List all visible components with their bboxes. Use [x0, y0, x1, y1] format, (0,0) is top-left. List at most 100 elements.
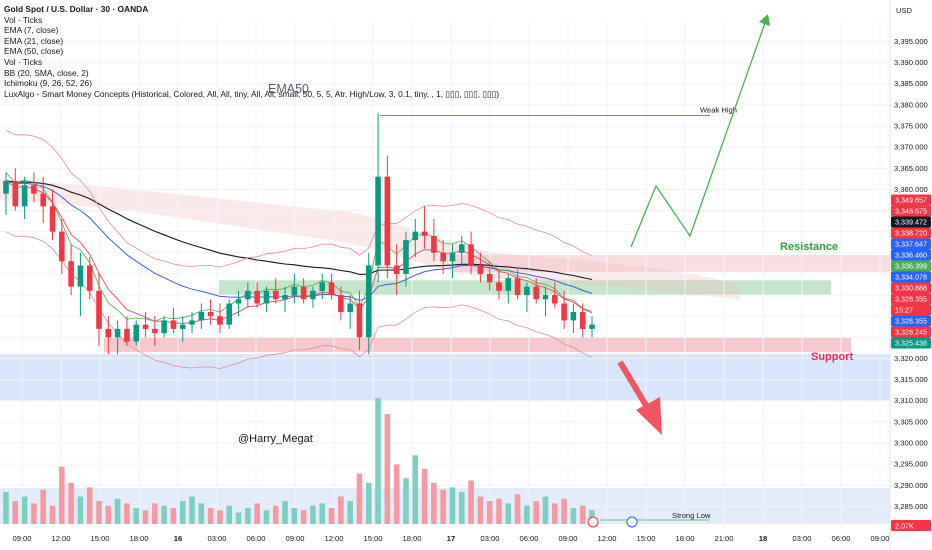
candle[interactable] — [310, 286, 316, 308]
price-badge[interactable]: 3,328.245 — [891, 326, 931, 338]
candle[interactable] — [189, 311, 195, 334]
candle[interactable] — [59, 218, 65, 274]
candle[interactable] — [514, 269, 521, 300]
candle[interactable] — [589, 316, 595, 338]
candle[interactable] — [477, 252, 484, 283]
candle[interactable] — [226, 299, 233, 329]
price-badge[interactable]: 3,336.399 — [891, 260, 931, 272]
price-badge[interactable]: 3,334.078 — [891, 271, 931, 283]
price-badge[interactable]: 3,328.355 — [891, 315, 931, 327]
candle[interactable] — [235, 290, 242, 317]
candle[interactable] — [86, 257, 93, 300]
candle[interactable] — [365, 252, 372, 355]
candle[interactable] — [21, 176, 28, 219]
candle[interactable] — [161, 316, 167, 338]
candle[interactable] — [263, 286, 270, 312]
indicator-vol-2[interactable]: Vol · Ticks — [4, 56, 43, 67]
candle[interactable] — [440, 240, 446, 274]
candle[interactable] — [96, 273, 102, 346]
candle[interactable] — [449, 244, 456, 279]
candle[interactable] — [3, 172, 9, 215]
indicator-ema7[interactable]: EMA (7, close) — [4, 25, 59, 36]
indicator-vol[interactable]: Vol · Ticks — [4, 14, 43, 25]
candle[interactable] — [384, 155, 391, 279]
candle[interactable] — [403, 231, 409, 287]
price-badge[interactable]: 3,328.355 — [891, 293, 931, 305]
candle[interactable] — [142, 311, 149, 338]
candle[interactable] — [68, 244, 74, 296]
candle[interactable] — [49, 189, 56, 241]
candle[interactable] — [105, 316, 112, 355]
indicator-luxalgo[interactable]: LuxAlgo - Smart Money Concepts (Historic… — [4, 88, 499, 99]
indicator-ema21[interactable]: EMA (21, close) — [4, 35, 64, 46]
indicator-ema50[interactable]: EMA (50, close) — [4, 46, 64, 57]
candle[interactable] — [486, 261, 493, 291]
price-badge[interactable]: 3,337.647 — [891, 238, 931, 250]
candle[interactable] — [77, 252, 84, 317]
candle[interactable] — [198, 303, 205, 329]
candle[interactable] — [338, 286, 344, 321]
price-badge[interactable]: 3,348.675 — [891, 205, 931, 217]
candle[interactable] — [133, 320, 140, 346]
candle[interactable] — [356, 290, 363, 351]
time-tick-label: 17 — [447, 534, 455, 543]
candle[interactable] — [496, 269, 502, 300]
candle[interactable] — [217, 303, 223, 334]
candle[interactable] — [170, 307, 177, 334]
candle[interactable] — [291, 273, 298, 304]
candle[interactable] — [31, 172, 37, 203]
time-tick-label: 16 — [174, 534, 182, 543]
candle[interactable] — [124, 316, 130, 346]
candle[interactable] — [533, 278, 539, 304]
candle[interactable] — [524, 282, 530, 312]
indicator-bb[interactable]: BB (20, SMA, close, 2) — [4, 67, 89, 78]
candle[interactable] — [40, 176, 46, 224]
price-tick-label: 3,320.000 — [894, 354, 928, 363]
candle[interactable] — [254, 282, 260, 308]
volume-bar — [207, 507, 214, 524]
candle[interactable] — [561, 290, 567, 329]
indicator-ichimoku[interactable]: Ichimoku (9, 26, 52, 26) — [4, 78, 92, 89]
price-badge[interactable]: 15:27 — [891, 304, 931, 316]
candle[interactable] — [431, 218, 437, 262]
time-tick-label: 12:00 — [324, 534, 343, 543]
price-badge[interactable]: 3,330.888 — [891, 282, 931, 294]
candle[interactable] — [505, 273, 512, 304]
price-badge[interactable]: 3,339.472 — [891, 216, 931, 228]
candle[interactable] — [347, 295, 353, 329]
candle[interactable] — [12, 168, 19, 211]
candle[interactable] — [542, 286, 549, 317]
candle[interactable] — [319, 273, 326, 300]
candle[interactable] — [300, 278, 307, 304]
candle[interactable] — [114, 320, 121, 355]
candle[interactable] — [207, 299, 214, 325]
candle[interactable] — [179, 316, 186, 342]
us-flag-event-icon[interactable] — [626, 516, 638, 528]
price-badge[interactable]: 3,338.720 — [891, 227, 931, 239]
candle[interactable] — [421, 206, 428, 249]
price-tick-label: 3,295.000 — [894, 460, 928, 469]
candle[interactable] — [570, 303, 577, 334]
price-badge[interactable]: 3,336.460 — [891, 249, 931, 261]
candle[interactable] — [579, 303, 586, 338]
candle[interactable] — [328, 273, 335, 300]
candle[interactable] — [393, 244, 400, 296]
zone-supply — [450, 254, 890, 272]
lightning-event-icon[interactable] — [587, 516, 599, 528]
price-tick-label: 3,365.000 — [894, 164, 928, 173]
candle[interactable] — [552, 282, 558, 308]
candle[interactable] — [468, 231, 474, 274]
price-badge[interactable]: 3,349.857 — [891, 194, 931, 206]
candle[interactable] — [412, 218, 419, 258]
candle[interactable] — [272, 278, 279, 304]
volume-bar — [254, 503, 260, 524]
candle[interactable] — [375, 113, 381, 283]
candle[interactable] — [152, 316, 158, 346]
candle[interactable] — [245, 282, 251, 308]
volume-bar — [245, 507, 251, 524]
candle-body — [533, 286, 539, 300]
price-badge[interactable]: 3,325.438 — [891, 337, 931, 349]
candle[interactable] — [282, 286, 288, 312]
candle[interactable] — [458, 235, 465, 266]
